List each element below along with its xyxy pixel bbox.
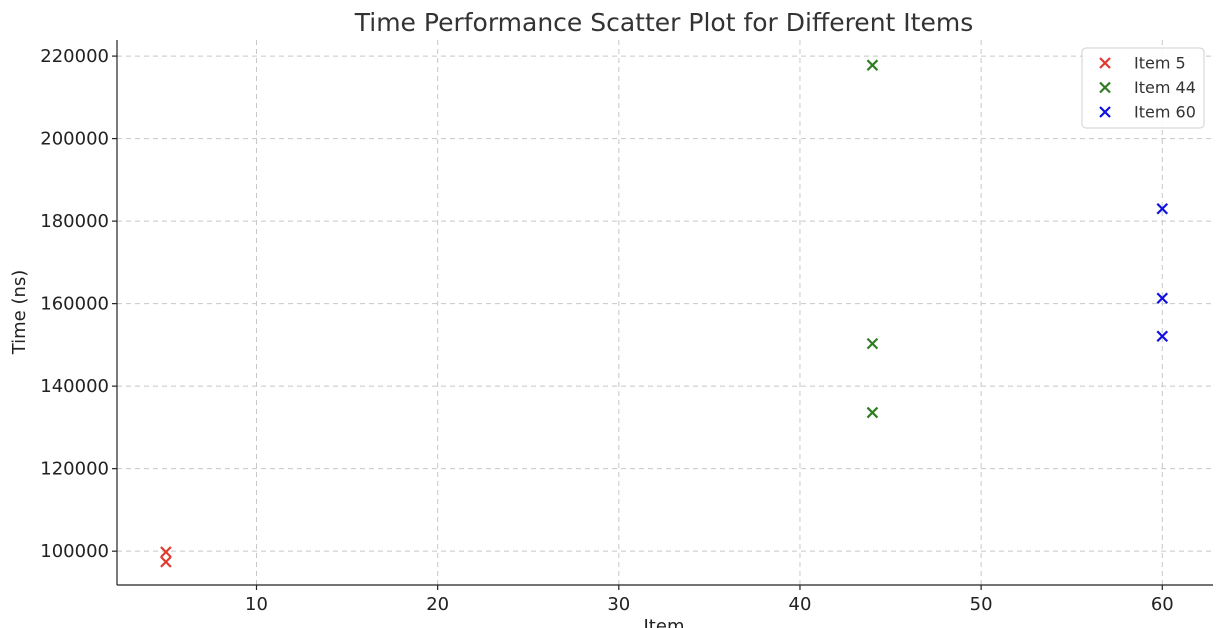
x-axis-label: Item [644,616,685,628]
data-point-x-marker [160,546,172,558]
x-axis-ticks: 10 20 30 40 50 60 [245,585,1174,615]
y-tick-label: 160000 [40,294,109,315]
legend-marker [1099,57,1111,69]
legend-label: Item 44 [1134,78,1196,97]
legend-marker [1099,81,1111,94]
axes [116,40,1213,586]
x-tick-label: 10 [245,594,268,615]
data-point-x-marker [1156,330,1169,343]
y-axis-ticks: 100000 120000 140000 160000 180000 200000 2200… [40,46,117,562]
data-point-x-marker [866,337,879,350]
data-points [160,59,1169,568]
y-tick-label: 220000 [40,46,109,67]
x-tick-label: 40 [789,594,812,615]
x-tick-label: 30 [607,594,630,615]
x-tick-label: 60 [1151,594,1174,615]
data-point-x-marker [866,406,879,419]
x-tick-label: 20 [426,594,449,615]
legend-marker [1099,106,1111,118]
legend-label: Item 60 [1134,103,1196,122]
chart-title: Time Performance Scatter Plot for Differ… [354,8,973,37]
data-point-x-marker [1156,292,1169,305]
y-tick-label: 120000 [40,459,109,480]
data-point-x-marker [866,59,879,71]
legend-box [1081,47,1205,129]
data-point-x-marker [160,556,172,568]
x-tick-label: 50 [970,594,993,615]
y-tick-label: 100000 [40,541,109,562]
legend: Item 5 Item 44 Item 60 [1081,47,1205,129]
y-tick-label: 180000 [40,211,109,232]
y-tick-label: 140000 [40,376,109,397]
legend-label: Item 5 [1134,54,1186,73]
y-tick-label: 200000 [40,129,109,150]
data-point-x-marker [1156,202,1169,215]
grid [117,40,1213,585]
y-axis-label: Time (ns) [9,270,30,356]
